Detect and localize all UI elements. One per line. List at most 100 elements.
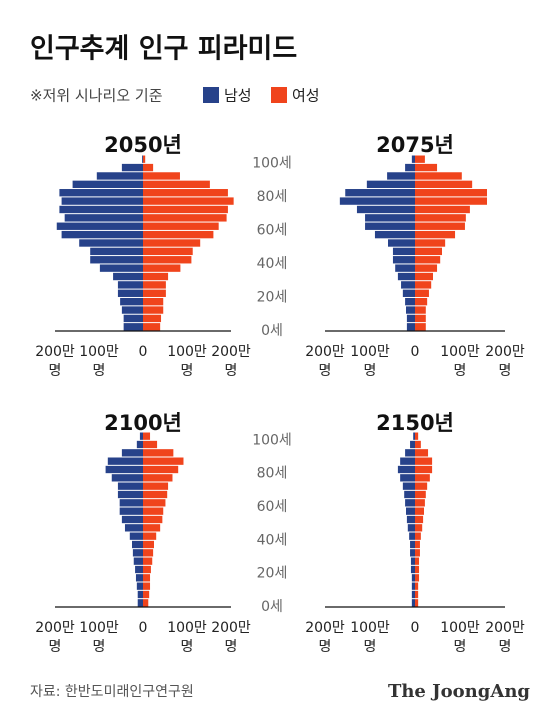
- bar: [407, 524, 415, 532]
- bar: [415, 323, 426, 331]
- bar: [415, 507, 424, 515]
- bar: [410, 440, 415, 449]
- bar: [137, 599, 143, 607]
- bar: [143, 205, 228, 214]
- bar: [415, 272, 433, 281]
- bar: [143, 247, 193, 256]
- bar: [132, 549, 143, 557]
- bar: [143, 499, 166, 507]
- bar: [56, 222, 144, 230]
- bar: [119, 507, 143, 515]
- bar: [413, 432, 415, 440]
- bar: [107, 457, 143, 465]
- bar: [143, 482, 169, 490]
- bar: [113, 272, 143, 281]
- bar: [415, 281, 432, 289]
- bar: [406, 507, 415, 515]
- bar: [415, 239, 446, 247]
- bar: [133, 557, 143, 565]
- bar: [415, 565, 420, 574]
- bar: [143, 590, 150, 599]
- legend-label: 남성: [224, 87, 252, 105]
- bar: [137, 590, 143, 599]
- bar: [61, 197, 143, 205]
- bar: [123, 314, 143, 323]
- bar: [121, 306, 143, 314]
- age-tick-label: 80세: [257, 189, 288, 205]
- bar: [79, 239, 143, 247]
- bar: [119, 499, 143, 507]
- bar: [143, 281, 166, 289]
- bar: [120, 297, 143, 306]
- bar: [401, 281, 415, 289]
- source: 자료: 한반도미래인구연구원: [30, 684, 194, 700]
- bar: [136, 440, 143, 449]
- bar: [415, 465, 433, 474]
- bar: [143, 599, 149, 607]
- bar: [415, 432, 419, 440]
- bar: [132, 540, 143, 549]
- bar: [415, 440, 421, 449]
- bar: [345, 189, 415, 197]
- bar: [415, 524, 423, 532]
- brand: The JoongAng: [388, 681, 530, 702]
- bar: [415, 222, 465, 230]
- bar: [405, 163, 415, 172]
- chart-title: 2100년: [104, 411, 182, 435]
- bar: [143, 440, 158, 449]
- x-tick-label: 0: [138, 344, 148, 360]
- bar: [124, 524, 143, 532]
- bar: [90, 247, 143, 256]
- bar: [143, 557, 153, 565]
- bar: [397, 272, 415, 281]
- legend-label: 여성: [292, 87, 320, 105]
- x-tick-label: 200만 명: [485, 620, 525, 655]
- bar: [143, 155, 146, 163]
- bar: [117, 482, 143, 490]
- x-tick-label: 200만 명: [211, 620, 251, 655]
- bar: [395, 264, 415, 272]
- age-tick-label: 60세: [257, 222, 288, 238]
- bar: [117, 490, 143, 499]
- bar: [406, 515, 415, 524]
- bar: [415, 515, 424, 524]
- bar: [99, 264, 143, 272]
- bar: [387, 172, 415, 180]
- bar: [415, 314, 426, 323]
- bar: [356, 205, 415, 214]
- bar: [129, 532, 143, 540]
- bar: [400, 457, 415, 465]
- age-tick-label: 40세: [257, 532, 288, 548]
- bar: [143, 457, 184, 465]
- bar: [61, 230, 143, 239]
- age-tick-label: 40세: [257, 256, 288, 272]
- bar: [143, 515, 163, 524]
- bar: [117, 281, 143, 289]
- bar: [143, 180, 210, 189]
- x-tick-label: 100만 명: [79, 344, 119, 379]
- age-tick-label: 100세: [252, 432, 292, 448]
- bar: [64, 214, 143, 222]
- x-tick-label: 200만 명: [211, 344, 251, 379]
- bar: [392, 247, 415, 256]
- bar: [59, 205, 143, 214]
- legend-swatch-male: [203, 87, 219, 103]
- bar: [411, 582, 415, 590]
- bar: [121, 515, 143, 524]
- bar: [143, 524, 161, 532]
- bar: [415, 230, 456, 239]
- bar: [59, 189, 143, 197]
- bar: [143, 474, 173, 482]
- bar: [366, 180, 415, 189]
- bar: [143, 256, 192, 264]
- bar: [415, 499, 425, 507]
- bar: [143, 314, 162, 323]
- bar: [143, 222, 219, 230]
- age-tick-label: 80세: [257, 466, 288, 482]
- bar: [143, 532, 157, 540]
- bar: [388, 239, 415, 247]
- bar: [392, 256, 415, 264]
- bar: [402, 482, 415, 490]
- bar: [143, 163, 154, 172]
- bar: [400, 474, 415, 482]
